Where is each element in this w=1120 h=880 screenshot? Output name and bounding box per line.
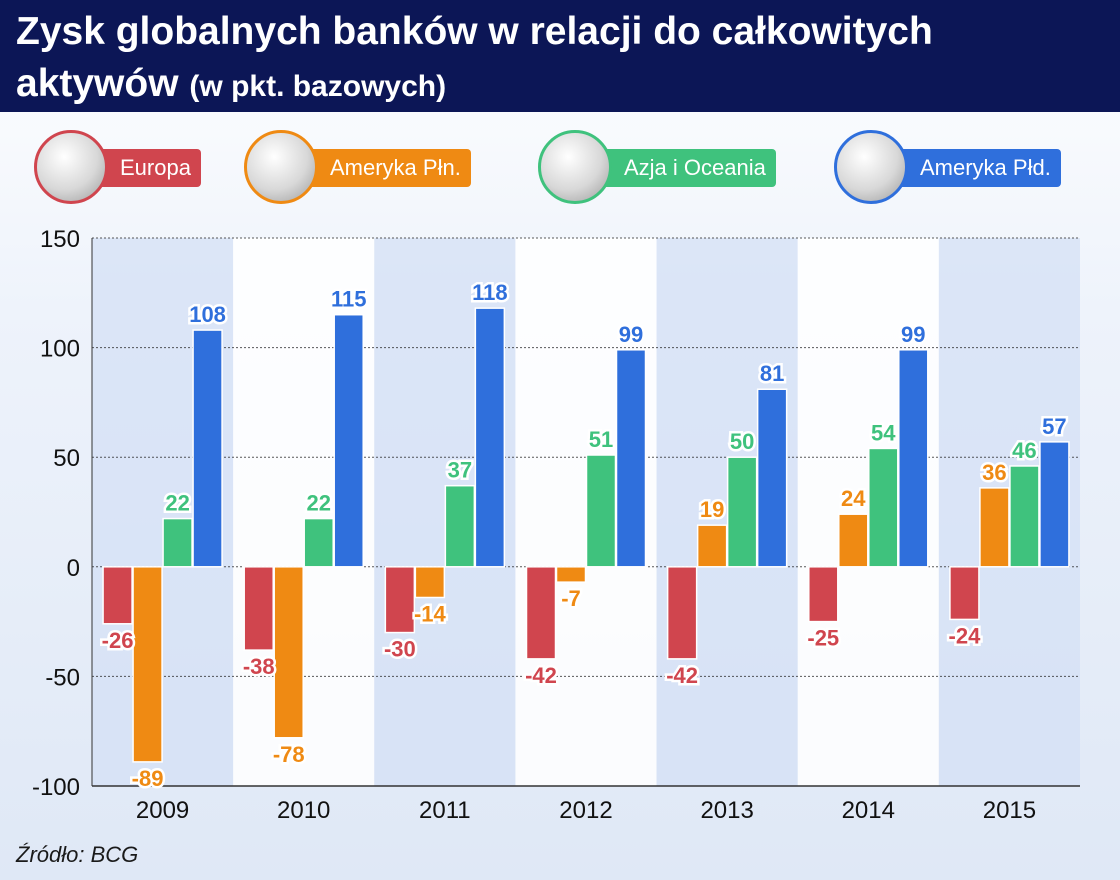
data-label: 99 [901,322,925,347]
data-label: -25 [807,626,839,651]
data-label: 115 [331,287,367,312]
bar [979,487,1010,568]
data-label: 51 [589,427,613,452]
data-label: 50 [730,429,754,454]
title-banner: Zysk globalnych banków w relacji do całk… [0,0,1120,112]
data-label: 37 [448,458,472,483]
bar [696,524,728,568]
data-label: -89 [132,766,164,791]
data-label: 19 [700,497,724,522]
data-label: -7 [561,586,581,611]
bar [273,566,304,739]
legend-label-ameryka-pld: Ameryka Płd. [874,149,1061,187]
bar [949,566,980,621]
bar [1039,441,1070,568]
x-tick-label: 2013 [700,797,753,824]
bar [808,566,839,623]
data-label: 108 [189,302,226,327]
chart-title-line-1: Zysk globalnych banków w relacji do całk… [16,10,933,53]
data-label: 99 [619,322,643,347]
data-label: 22 [165,491,189,516]
bar [585,454,617,568]
data-label: 46 [1012,438,1036,463]
bar [384,566,416,634]
bar [102,566,133,625]
data-label: 54 [871,420,896,445]
bar [726,456,758,568]
data-label: 118 [472,280,508,305]
data-label: -30 [384,637,416,662]
bar [474,307,506,568]
bar-chart: -100 -50 0 50 100 150 2009 2010 2011 2012 2013 2014… [32,226,1080,824]
data-label: -42 [666,663,698,688]
bar [162,517,193,568]
globe-north-america-icon [244,130,318,204]
y-tick-label: 100 [40,336,80,363]
data-label: 24 [841,486,866,511]
chart-title-line-2: aktywów (w pkt. bazowych) [16,62,446,106]
data-label: -42 [525,663,557,688]
y-tick-label: 0 [67,555,80,582]
y-tick-label: 150 [40,226,80,253]
x-tick-label: 2012 [559,797,612,824]
y-tick-label: -50 [45,664,80,691]
chart-title-unit: (w pkt. bazowych) [189,70,447,103]
data-label: 57 [1042,414,1066,439]
globe-asia-oceania-icon [538,130,612,204]
bar [303,517,334,568]
bar [1009,465,1040,568]
bar [333,313,364,568]
legend: Europa Ameryka Płn. Azja i Oceania Amery… [0,122,1120,222]
x-tick-label: 2010 [277,797,330,824]
x-tick-label: 2009 [136,797,189,824]
bar [615,349,647,568]
globe-europe-icon [34,130,108,204]
data-label: -24 [949,623,982,648]
data-label: -14 [414,601,447,626]
bar [666,566,698,660]
bar [525,566,557,660]
bar [756,388,788,568]
bar [868,447,899,568]
bar [444,484,476,568]
data-label: -26 [102,628,134,653]
x-tick-label: 2014 [842,797,895,824]
source-note: Źródło: BCG [16,842,139,867]
legend-label-azja-oceania: Azja i Oceania [578,149,776,187]
bar [192,329,223,568]
bar [414,566,446,599]
data-label: 22 [306,491,330,516]
data-label: -38 [243,654,275,679]
data-label: 81 [760,361,784,386]
bar [898,349,929,568]
bar [132,566,163,763]
x-tick-label: 2011 [419,797,471,824]
bar [243,566,274,651]
y-tick-label: 50 [53,445,80,472]
data-label: -78 [273,742,305,767]
y-tick-label: -100 [32,774,80,801]
x-tick-label: 2015 [983,797,1036,824]
chart-title-main: aktywów [16,62,179,105]
bar [555,566,587,583]
data-label: 36 [982,460,1006,485]
bar [838,513,869,568]
globe-south-america-icon [834,130,908,204]
